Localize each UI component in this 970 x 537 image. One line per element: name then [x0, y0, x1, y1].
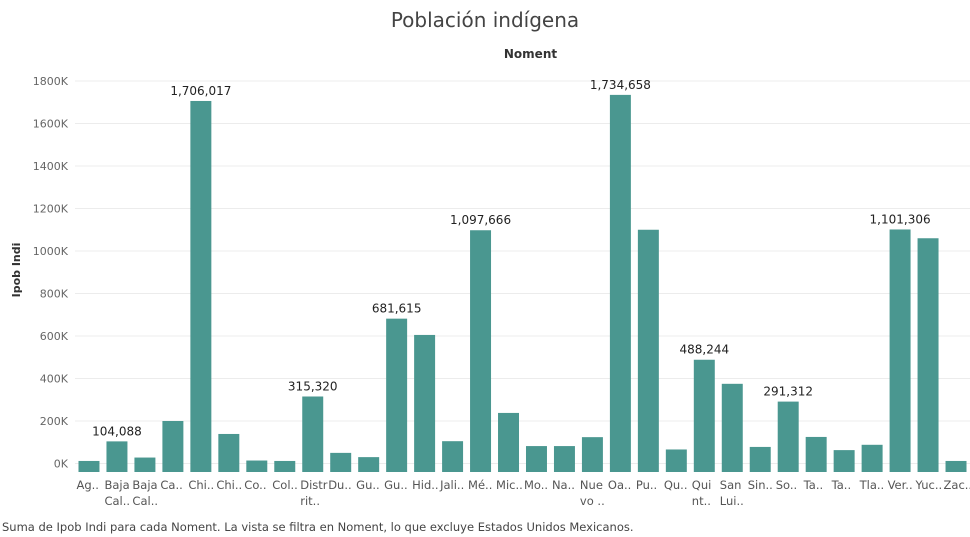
y-tick-label: 1800K [33, 75, 69, 88]
x-tick-label: Baja [132, 478, 157, 492]
data-label: 1,734,658 [590, 78, 651, 92]
x-tick-label: Tla.. [859, 478, 885, 492]
bar [833, 450, 855, 472]
x-tick-label: Sin.. [748, 478, 773, 492]
x-tick-label: San [720, 478, 742, 492]
bar [442, 441, 464, 472]
bar [386, 318, 408, 472]
bar [246, 460, 268, 472]
y-axis-label: Ipob Indi [10, 243, 23, 298]
data-label: 315,320 [288, 379, 338, 393]
bar [889, 229, 911, 472]
bar [134, 457, 156, 472]
x-tick-label: Qui [692, 478, 712, 492]
x-tick-label: Col.. [272, 478, 298, 492]
data-label: 681,615 [372, 302, 422, 316]
bar [162, 421, 184, 472]
x-tick-label: Mo.. [524, 478, 548, 492]
chart-caption: Suma de Ipob Indi para cada Noment. La v… [2, 520, 634, 534]
x-tick-label: Jali.. [439, 478, 464, 492]
x-tick-label: Gu.. [356, 478, 380, 492]
x-tick-label: Lui.. [720, 494, 744, 508]
x-tick-label: So.. [776, 478, 797, 492]
x-tick-label: Chi.. [216, 478, 242, 492]
data-label: 291,312 [763, 385, 813, 399]
bar [721, 383, 743, 472]
x-tick-label: Gu.. [384, 478, 408, 492]
data-label: 1,097,666 [450, 213, 511, 227]
bar [274, 460, 296, 472]
x-tick-label: Yuc.. [915, 478, 943, 492]
y-tick-label: 600K [40, 330, 69, 343]
x-tick-label: Distr [300, 478, 328, 492]
x-tick-label: rit.. [300, 494, 320, 508]
bar [749, 446, 771, 472]
chart-title: Población indígena [390, 8, 580, 32]
y-tick-label: 1200K [33, 203, 69, 216]
y-tick-label: 800K [40, 288, 69, 301]
x-tick-label: Chi.. [188, 478, 214, 492]
bar-chart: Noment 0K 200K 400K 600K 800K 1000K 1200K 1400K 1… [10, 47, 970, 508]
x-tick-label: Ag.. [76, 478, 98, 492]
bar [693, 359, 715, 472]
bar [917, 238, 939, 472]
data-label: 1,706,017 [170, 84, 231, 98]
data-label: 488,244 [679, 343, 729, 357]
x-tick-label: Mé.. [468, 478, 492, 492]
bar [358, 457, 380, 472]
bar [665, 449, 687, 472]
x-tick-label: Cal.. [132, 494, 158, 508]
bar [609, 94, 631, 472]
bar [637, 229, 659, 472]
x-tick-label: Mic.. [496, 478, 523, 492]
y-tick-label: 1600K [33, 118, 69, 131]
bar [525, 446, 547, 472]
bar [78, 460, 100, 472]
x-tick-label: Cal.. [104, 494, 130, 508]
bar [218, 433, 240, 472]
bar [805, 436, 827, 472]
y-tick-label: 0K [54, 458, 69, 471]
y-tick-label: 400K [40, 373, 69, 386]
bar [414, 334, 436, 472]
x-tick-label: Baja [104, 478, 129, 492]
bar [190, 100, 212, 473]
x-tick-label: Na.. [552, 478, 575, 492]
x-tick-label: Ta.. [831, 478, 851, 492]
column-header: Noment [504, 47, 557, 61]
bar [302, 396, 324, 472]
bar [861, 444, 883, 472]
y-tick-label: 200K [40, 415, 69, 428]
data-label: 1,101,306 [870, 212, 931, 226]
bar [581, 437, 603, 472]
x-tick-label: Co.. [244, 478, 266, 492]
x-tick-label: Nue [580, 478, 603, 492]
x-tick-label: Ca.. [160, 478, 182, 492]
x-tick-label: vo .. [580, 494, 605, 508]
x-tick-label: Oa.. [608, 478, 631, 492]
bar [470, 230, 492, 472]
x-tick-label: Hid.. [412, 478, 438, 492]
data-label: 104,088 [92, 424, 142, 438]
x-tick-label: Ver.. [888, 478, 913, 492]
x-tick-label: nt.. [692, 494, 711, 508]
y-tick-label: 1400K [33, 160, 69, 173]
x-tick-label: Du.. [328, 478, 351, 492]
x-tick-label: Qu.. [664, 478, 688, 492]
x-tick-label: Pu.. [636, 478, 657, 492]
bar [945, 460, 967, 472]
x-tick-label: Ta.. [803, 478, 823, 492]
bar [106, 441, 128, 472]
bar [777, 401, 799, 472]
x-tick-label: Zac.. [944, 478, 970, 492]
bar [330, 452, 352, 472]
y-tick-label: 1000K [33, 245, 69, 258]
bar [553, 446, 575, 472]
bar [498, 412, 520, 472]
